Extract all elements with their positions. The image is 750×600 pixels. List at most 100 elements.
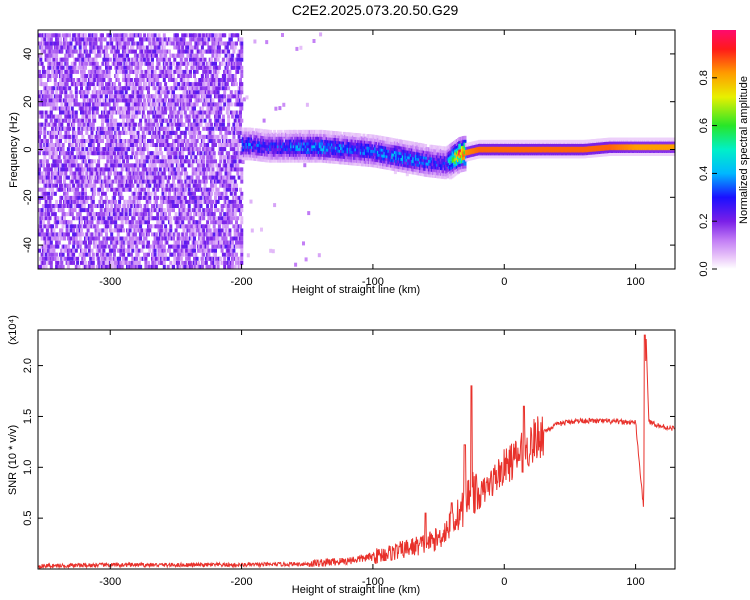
- spectrogram-cell: [200, 53, 204, 58]
- spectrogram-cell: [211, 147, 215, 152]
- spectrogram-cell: [145, 94, 149, 99]
- spectrogram-cell: [66, 236, 70, 241]
- spectrogram-cell: [82, 183, 86, 188]
- spectrogram-cell: [39, 143, 43, 147]
- spectrogram-cell: [179, 199, 183, 204]
- spectrogram-cell: [194, 199, 198, 204]
- spectrogram-cell: [85, 269, 88, 273]
- spectrogram-cell: [190, 187, 194, 192]
- spectrogram-cell: [101, 33, 104, 38]
- spectrogram-cell: [152, 82, 156, 87]
- spectrogram-cell: [236, 199, 240, 204]
- spectrogram-cell: [68, 86, 72, 91]
- spectrogram-cell: [62, 269, 65, 273]
- spectrogram-cell: [233, 232, 237, 237]
- spectrogram-cell: [97, 269, 100, 273]
- spectrogram-cell: [215, 118, 219, 123]
- spectrogram-cell: [76, 82, 80, 87]
- spectrogram-cell: [86, 155, 90, 160]
- spectrogram-cell: [107, 82, 111, 87]
- spectrogram-cell: [120, 130, 124, 135]
- spectrogram-cell: [136, 163, 140, 168]
- spectrogram-cell: [183, 130, 187, 135]
- spectrogram-cell: [198, 159, 202, 164]
- spectrogram-cell: [41, 90, 45, 95]
- spectrogram-cell: [177, 167, 181, 172]
- spectrogram-cell: [120, 53, 124, 58]
- spectrogram-cell: [183, 90, 187, 95]
- spectrogram-cell: [61, 82, 65, 87]
- spectrogram-cell: [93, 49, 97, 54]
- spectrogram-cell: [122, 228, 126, 233]
- spectrogram-cell: [141, 94, 145, 99]
- spectrogram-cell: [141, 244, 145, 249]
- spectrogram-cell: [108, 134, 112, 139]
- spectrogram-cell: [93, 171, 97, 176]
- spectrogram-cell: [153, 260, 157, 265]
- spectrogram-cell: [55, 102, 59, 107]
- spectrogram-cell: [70, 224, 74, 229]
- spectrogram-cell: [221, 236, 225, 241]
- spectrogram-cell: [139, 147, 143, 152]
- spectrogram-cell: [220, 151, 224, 156]
- spectrogram-cell: [74, 98, 78, 103]
- spectrogram-cell: [53, 236, 57, 241]
- spectrogram-cell: [170, 37, 174, 42]
- spectrogram-cell: [198, 220, 202, 225]
- spectrogram-cell: [132, 134, 136, 139]
- spectrogram-cell: [219, 122, 223, 127]
- spectrogram-cell: [41, 163, 45, 168]
- spectrogram-cell: [227, 163, 231, 168]
- spectrogram-cell: [151, 57, 154, 62]
- spectrogram-cell: [131, 139, 135, 143]
- spectrogram-cell: [228, 139, 232, 143]
- spectrogram-cell: [99, 232, 103, 237]
- spectrogram-cell: [141, 175, 145, 180]
- spectrogram-cell: [132, 208, 136, 213]
- spectrogram-cell: [220, 216, 224, 221]
- spectrogram-cell: [203, 37, 207, 42]
- spectrogram-cell: [84, 78, 87, 82]
- spectrogram-cell: [63, 41, 66, 46]
- spectrogram-cell: [198, 208, 202, 213]
- spectrogram-cell: [193, 236, 196, 241]
- spectrogram-cell: [105, 232, 108, 237]
- spectrogram-cell: [103, 252, 107, 257]
- spectrogram-cell: [227, 264, 231, 269]
- spectrogram-cell: [148, 37, 152, 42]
- spectrogram-cell: [158, 220, 162, 225]
- spectrogram-cell: [126, 216, 129, 221]
- spectrogram-cell: [39, 224, 43, 229]
- spectrogram-cell: [122, 139, 126, 143]
- spectrogram-cell: [203, 167, 207, 172]
- spectrogram-cell: [186, 98, 190, 103]
- spectrogram-cell: [80, 269, 83, 273]
- spectrogram-cell: [225, 130, 229, 135]
- spectrogram-cell: [116, 126, 120, 131]
- spectrogram-cell: [169, 118, 173, 123]
- spectrogram-cell: [45, 228, 49, 233]
- spectrogram-cell: [87, 183, 91, 188]
- spectrogram-cell: [59, 134, 62, 139]
- spectrogram-cell: [69, 220, 73, 225]
- spectrogram-cell: [44, 167, 48, 172]
- spectrogram-cell: [124, 106, 128, 111]
- spectrogram-cell: [223, 139, 227, 143]
- spectrogram-cell: [162, 208, 166, 213]
- spectrogram-cell: [140, 183, 144, 188]
- spectrogram-cell: [231, 240, 235, 245]
- spectrogram-cell: [44, 199, 48, 204]
- spectrogram-cell: [185, 65, 189, 70]
- spectrogram-cell: [187, 228, 191, 233]
- spectrogram-cell: [111, 179, 115, 184]
- spectrogram-cell: [105, 163, 108, 168]
- spectrogram-cell: [148, 269, 151, 273]
- spectrogram-cell: [122, 74, 126, 78]
- spectrogram-cell: [235, 195, 238, 200]
- spectrogram-cell: [217, 53, 221, 58]
- spectrogram-cell: [84, 45, 87, 50]
- spectrogram-cell: [210, 191, 214, 196]
- spectrogram-cell: [78, 37, 82, 42]
- spectrogram-cell: [47, 256, 51, 261]
- spectrogram-cell: [174, 195, 178, 200]
